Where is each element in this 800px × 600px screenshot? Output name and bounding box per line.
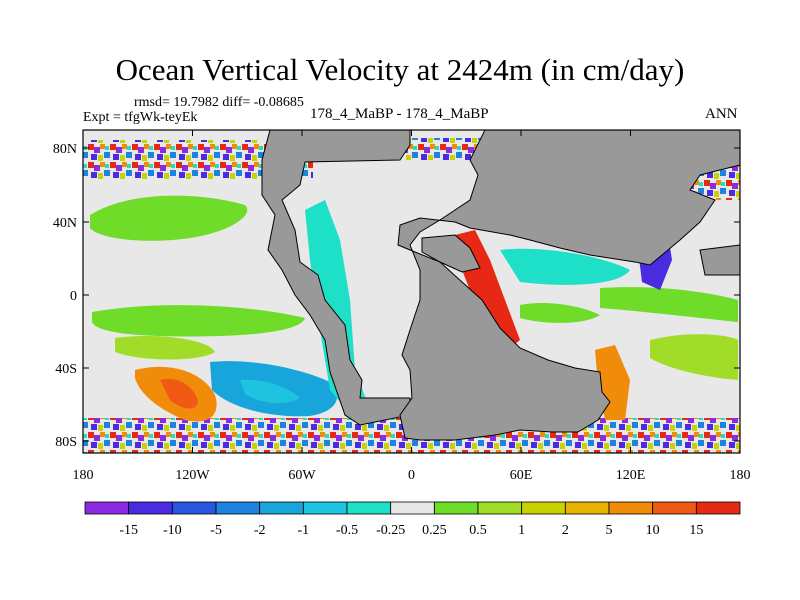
lat-tick-label: 80S bbox=[55, 435, 77, 450]
lon-tick-label: 0 bbox=[408, 468, 415, 483]
lon-tick-label: 180 bbox=[73, 468, 94, 483]
colorbar-label: 5 bbox=[606, 523, 613, 538]
colorbar-label: -0.5 bbox=[336, 523, 358, 538]
expt-text: Expt = tfgWk-teyEk bbox=[83, 110, 198, 125]
lat-tick-label: 80N bbox=[53, 142, 77, 157]
map-axes: 180 120W 60W 0 60E 120E 180 80N 40N 0 40S 80S bbox=[53, 130, 751, 483]
arctic-band bbox=[405, 138, 485, 160]
lon-tick-label: 60W bbox=[288, 468, 316, 483]
equatorial-band-west bbox=[92, 305, 305, 337]
colorbar-swatch bbox=[346, 501, 392, 515]
colorbar-swatch bbox=[652, 501, 697, 515]
rmsd-text: rmsd= 19.7982 diff= -0.08685 bbox=[134, 95, 304, 110]
land-east-fragment bbox=[699, 244, 740, 276]
colorbar-swatch bbox=[215, 501, 261, 515]
south-pacific-core bbox=[160, 378, 198, 409]
lon-tick-label: 60E bbox=[510, 468, 533, 483]
colorbar-label: 15 bbox=[689, 523, 703, 538]
map-title: Ocean Vertical Velocity at 2424m (in cm/… bbox=[115, 52, 685, 87]
colorbar-swatch bbox=[433, 501, 479, 515]
colorbar-swatch bbox=[608, 501, 654, 515]
negative-core bbox=[240, 379, 300, 404]
north-indian-band bbox=[500, 248, 630, 285]
lon-tick-label: 180 bbox=[730, 468, 751, 483]
land-old-world bbox=[397, 130, 740, 441]
land-america bbox=[261, 130, 411, 426]
lon-tick-label: 120W bbox=[175, 468, 210, 483]
colorbar-label: -0.25 bbox=[376, 523, 405, 538]
colorbar-label: -2 bbox=[254, 523, 266, 538]
colorbar-swatch bbox=[521, 501, 566, 515]
lat-tick-label: 0 bbox=[70, 289, 77, 304]
colorbar-swatch bbox=[128, 501, 173, 515]
east-pacific-patch bbox=[650, 334, 738, 380]
colorbar-swatch bbox=[84, 501, 130, 515]
map-field bbox=[83, 130, 740, 453]
colorbar-swatch bbox=[171, 501, 217, 515]
colorbar-label: 0.25 bbox=[422, 523, 447, 538]
case-text: 178_4_MaBP - 178_4_MaBP bbox=[310, 106, 489, 122]
north-pacific-upwelling bbox=[90, 195, 248, 241]
colorbar-swatch bbox=[390, 501, 435, 515]
colorbar: -15 -10 -5 -2 -1 -0.5 -0.25 0.25 0.5 1 2 5 10 15 bbox=[84, 501, 741, 538]
colorbar-swatch bbox=[259, 501, 304, 515]
land-fragment bbox=[421, 234, 481, 273]
colorbar-swatch bbox=[477, 501, 523, 515]
colorbar-label: 2 bbox=[562, 523, 569, 538]
season-text: ANN bbox=[705, 106, 738, 122]
colorbar-swatch bbox=[695, 501, 741, 515]
colorbar-swatch bbox=[564, 501, 610, 515]
colorbar-label: -1 bbox=[297, 523, 309, 538]
colorbar-label: -5 bbox=[210, 523, 222, 538]
lat-tick-label: 40N bbox=[53, 216, 77, 231]
equatorial-band-east bbox=[600, 287, 738, 322]
indian-ocean-patch bbox=[520, 303, 600, 323]
colorbar-label: 0.5 bbox=[469, 523, 487, 538]
tropical-patch bbox=[115, 335, 215, 360]
lon-tick-label: 120E bbox=[616, 468, 646, 483]
colorbar-swatch bbox=[302, 501, 348, 515]
colorbar-label: -10 bbox=[163, 523, 182, 538]
west-boundary-negative bbox=[305, 200, 370, 420]
lat-tick-label: 40S bbox=[55, 362, 77, 377]
colorbar-label: 1 bbox=[518, 523, 525, 538]
colorbar-label: 10 bbox=[646, 523, 660, 538]
colorbar-label: -15 bbox=[119, 523, 138, 538]
